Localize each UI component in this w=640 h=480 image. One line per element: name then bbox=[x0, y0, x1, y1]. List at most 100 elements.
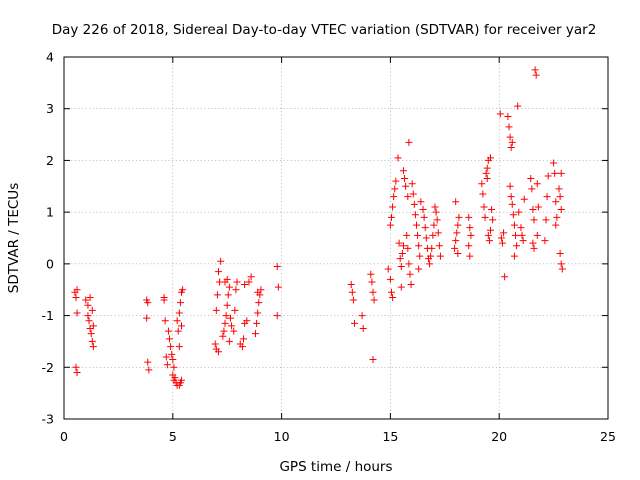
data-point bbox=[221, 319, 229, 327]
data-point bbox=[144, 358, 152, 366]
data-point bbox=[512, 231, 520, 239]
data-point bbox=[531, 66, 539, 74]
data-point bbox=[432, 208, 440, 216]
data-point bbox=[530, 216, 538, 224]
data-point bbox=[225, 283, 233, 291]
data-point bbox=[528, 185, 536, 193]
x-tick-label: 0 bbox=[60, 429, 68, 444]
plot-frame bbox=[63, 56, 609, 420]
data-point bbox=[384, 265, 392, 273]
data-point bbox=[223, 275, 231, 283]
data-point bbox=[232, 286, 240, 294]
data-point bbox=[82, 296, 90, 304]
data-point bbox=[480, 203, 488, 211]
y-tick-label: -3 bbox=[42, 412, 54, 427]
data-point bbox=[455, 213, 463, 221]
data-point bbox=[529, 206, 537, 214]
data-point bbox=[510, 252, 518, 260]
data-point bbox=[557, 206, 565, 214]
data-point bbox=[436, 252, 444, 260]
data-point bbox=[386, 221, 394, 229]
data-point bbox=[220, 327, 228, 335]
data-point bbox=[254, 288, 262, 296]
data-point bbox=[245, 278, 253, 286]
data-point bbox=[510, 221, 518, 229]
data-point bbox=[367, 270, 375, 278]
data-point bbox=[73, 286, 81, 294]
x-tick-label: 25 bbox=[600, 429, 616, 444]
data-point bbox=[407, 281, 415, 289]
data-point bbox=[87, 330, 95, 338]
data-point bbox=[211, 340, 219, 348]
data-point bbox=[178, 322, 186, 330]
data-point bbox=[350, 319, 358, 327]
data-point bbox=[467, 231, 475, 239]
data-point bbox=[171, 374, 179, 382]
data-point bbox=[399, 167, 407, 175]
data-point bbox=[394, 154, 402, 162]
data-point bbox=[243, 317, 251, 325]
data-point bbox=[489, 216, 497, 224]
data-point bbox=[414, 231, 422, 239]
data-point bbox=[348, 288, 356, 296]
data-point bbox=[419, 206, 427, 214]
data-point bbox=[85, 317, 93, 325]
data-point bbox=[465, 242, 473, 250]
data-point bbox=[219, 332, 227, 340]
data-point bbox=[387, 213, 395, 221]
data-point bbox=[529, 239, 537, 247]
data-point bbox=[454, 250, 462, 258]
x-tick-label: 20 bbox=[491, 429, 507, 444]
data-point bbox=[552, 221, 560, 229]
data-point bbox=[544, 172, 552, 180]
data-point bbox=[420, 213, 428, 221]
data-point bbox=[231, 306, 239, 314]
data-point bbox=[401, 175, 409, 183]
data-point bbox=[515, 208, 523, 216]
y-tick-label: 1 bbox=[46, 205, 54, 220]
data-point bbox=[433, 216, 441, 224]
data-point bbox=[497, 234, 505, 242]
data-point bbox=[369, 356, 377, 364]
data-point bbox=[254, 309, 262, 317]
data-point bbox=[89, 322, 97, 330]
x-tick-label: 15 bbox=[382, 429, 398, 444]
data-point bbox=[519, 237, 527, 245]
data-point bbox=[558, 265, 566, 273]
x-axis-label: GPS time / hours bbox=[279, 459, 392, 475]
data-point bbox=[175, 309, 183, 317]
data-point bbox=[88, 337, 96, 345]
data-point bbox=[484, 231, 492, 239]
data-point bbox=[368, 278, 376, 286]
data-point bbox=[251, 330, 259, 338]
data-point bbox=[465, 213, 473, 221]
data-point bbox=[168, 350, 176, 358]
data-point bbox=[240, 335, 248, 343]
data-point bbox=[214, 268, 222, 276]
y-axis-label: SDTVAR / TECUs bbox=[6, 183, 22, 293]
data-point bbox=[541, 237, 549, 245]
data-point bbox=[389, 203, 397, 211]
data-point bbox=[514, 102, 522, 110]
data-point bbox=[213, 291, 221, 299]
data-point bbox=[431, 203, 439, 211]
data-point bbox=[253, 319, 261, 327]
data-point bbox=[552, 198, 560, 206]
data-point bbox=[482, 169, 490, 177]
data-point bbox=[466, 252, 474, 260]
data-point bbox=[226, 314, 234, 322]
data-point bbox=[426, 260, 434, 268]
data-point bbox=[486, 154, 494, 162]
data-point bbox=[162, 353, 170, 361]
data-point bbox=[255, 299, 263, 307]
data-point bbox=[212, 306, 220, 314]
data-point bbox=[145, 366, 153, 374]
data-point bbox=[349, 296, 357, 304]
data-point bbox=[430, 221, 438, 229]
data-point bbox=[89, 343, 97, 351]
y-tick-labels: -3 -2 -1 0 1 2 3 4 bbox=[42, 50, 55, 427]
data-point bbox=[513, 242, 521, 250]
data-point bbox=[508, 138, 516, 146]
data-point bbox=[427, 252, 435, 260]
